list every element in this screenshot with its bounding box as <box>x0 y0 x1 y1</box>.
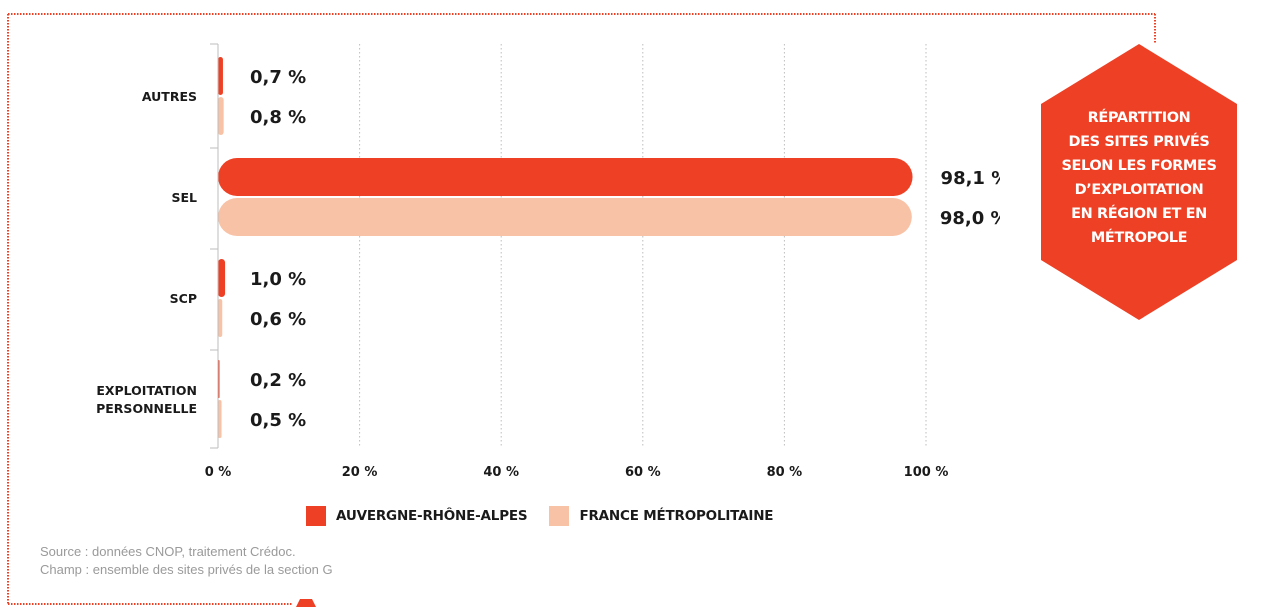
x-tick-label: 0 % <box>205 465 232 480</box>
category-label: SCP <box>170 291 197 306</box>
data-label: 98,1 % <box>941 168 1000 189</box>
bar-auvergne <box>218 259 226 297</box>
x-tick-label: 100 % <box>904 465 949 480</box>
data-label: 0,5 % <box>250 410 306 431</box>
x-tick-label: 20 % <box>342 465 378 480</box>
bar-france <box>218 198 912 236</box>
data-label: 0,6 % <box>250 309 306 330</box>
bottom-hexagon-marker <box>296 599 316 607</box>
bar-auvergne <box>218 158 913 196</box>
bar-france <box>218 400 222 438</box>
legend-swatch-france <box>549 506 570 526</box>
bar-auvergne <box>218 57 223 95</box>
bar-chart: 0 % 20 % 40 % 60 % 80 % 100 % 0,7 % 0,8 % 98,1 %… <box>96 43 1000 480</box>
data-label: 0,2 % <box>250 370 306 391</box>
data-label: 98,0 % <box>940 208 1000 229</box>
data-label: 1,0 % <box>250 269 306 290</box>
x-tick-label: 60 % <box>625 465 661 480</box>
source-line: Source : données CNOP, traitement Crédoc… <box>40 544 296 559</box>
category-label: SEL <box>171 190 197 205</box>
x-tick-label: 40 % <box>483 465 519 480</box>
chart-title-badge: RÉPARTITION DES SITES PRIVÉS SELON LES F… <box>1061 110 1217 246</box>
legend-item-france: FRANCE MÉTROPOLITAINE <box>549 506 774 526</box>
x-tick-label: 80 % <box>767 465 803 480</box>
chart-legend: AUVERGNE-RHÔNE-ALPES FRANCE MÉTROPOLITAI… <box>306 506 795 526</box>
source-note: Source : données CNOP, traitement Crédoc… <box>40 543 333 579</box>
bar-france <box>218 299 223 337</box>
title-badge-hexagon <box>1041 44 1237 320</box>
legend-label-france: FRANCE MÉTROPOLITAINE <box>579 508 774 524</box>
category-label: AUTRES <box>142 89 197 104</box>
data-label: 0,7 % <box>250 67 306 88</box>
category-label: PERSONNELLE <box>96 401 197 416</box>
legend-swatch-auvergne <box>306 506 326 526</box>
data-label: 0,8 % <box>250 107 306 128</box>
scope-line: Champ : ensemble des sites privés de la … <box>40 562 333 577</box>
bar-france <box>218 97 224 135</box>
legend-item-auvergne: AUVERGNE-RHÔNE-ALPES <box>306 506 528 526</box>
category-label: EXPLOITATION <box>96 383 197 398</box>
legend-label-auvergne: AUVERGNE-RHÔNE-ALPES <box>336 508 528 524</box>
